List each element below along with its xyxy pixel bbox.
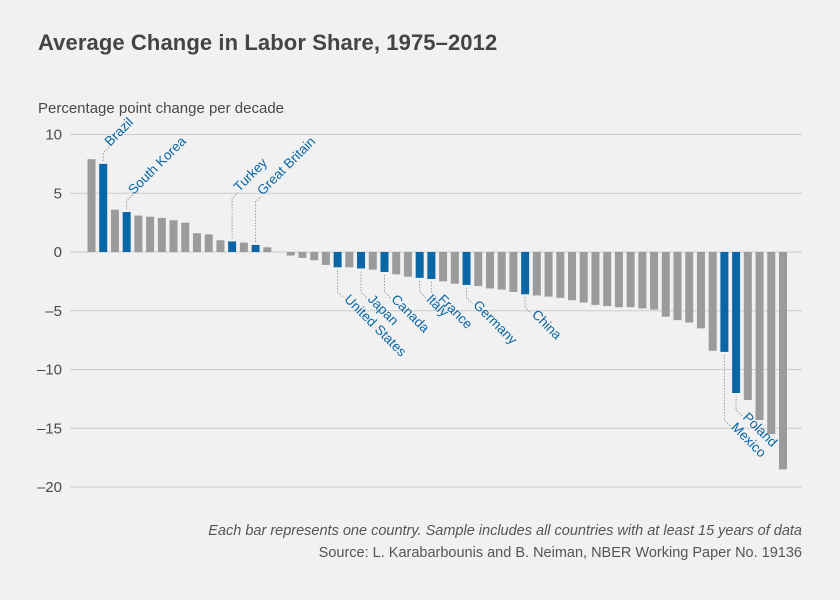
bar <box>368 252 377 270</box>
bar <box>239 242 248 252</box>
bar-highlight <box>415 252 424 278</box>
bar <box>509 252 518 292</box>
country-label: South Korea <box>125 133 189 197</box>
bar-highlight <box>357 252 366 269</box>
leader-lines <box>102 146 743 427</box>
bar <box>181 222 190 253</box>
bar <box>392 252 401 275</box>
bar-highlight <box>462 252 471 285</box>
bar <box>345 252 354 268</box>
footer-source: Source: L. Karabarbounis and B. Neiman, … <box>318 545 802 561</box>
country-label: Brazil <box>102 115 136 149</box>
leader-line <box>430 282 438 299</box>
bar <box>87 159 96 253</box>
bar <box>146 216 155 252</box>
bar <box>650 252 659 310</box>
bar <box>661 252 670 317</box>
bar-highlight <box>732 252 741 393</box>
bar <box>603 252 612 307</box>
leader-line <box>384 274 391 299</box>
y-tick-label: –10 <box>37 362 62 379</box>
leader-line <box>231 192 239 239</box>
bar <box>696 252 705 329</box>
y-axis-label: Percentage point change per decade <box>38 100 285 117</box>
bar <box>310 252 319 261</box>
y-tick-label: –15 <box>37 420 62 437</box>
leader-line <box>255 195 262 242</box>
y-tick-label: 5 <box>54 185 62 202</box>
bar <box>685 252 694 323</box>
bar-highlight <box>99 163 108 253</box>
leader-line <box>723 354 731 427</box>
bar-highlight <box>380 252 389 272</box>
leader-line <box>524 297 532 314</box>
y-tick-label: –5 <box>45 303 62 320</box>
bar <box>204 234 213 253</box>
bar <box>497 252 506 290</box>
bar <box>638 252 647 309</box>
bar <box>673 252 682 321</box>
bar <box>321 252 330 265</box>
bar <box>544 252 553 297</box>
bar <box>568 252 577 301</box>
country-label: Germany <box>470 297 520 347</box>
bar <box>532 252 541 296</box>
y-tick-label: 0 <box>54 244 62 261</box>
bar <box>157 217 166 252</box>
bar <box>450 252 459 284</box>
bar <box>298 252 307 258</box>
leader-line <box>360 271 368 299</box>
bar-highlight <box>251 244 260 252</box>
y-ticks: 10 5 0 –5 –10 –15 –20 <box>37 127 62 497</box>
bar <box>169 220 178 253</box>
leader-line <box>466 287 473 305</box>
bar <box>778 252 787 470</box>
bar <box>755 252 764 421</box>
bar <box>216 240 225 252</box>
y-tick-label: 10 <box>45 127 62 144</box>
bar <box>626 252 635 308</box>
leader-line <box>735 396 743 417</box>
bar-highlight <box>333 252 342 268</box>
bar <box>439 252 448 282</box>
bars <box>87 159 787 470</box>
footer-note: Each bar represents one country. Sample … <box>208 523 802 539</box>
y-tick-label: –20 <box>37 479 62 496</box>
chart-title: Average Change in Labor Share, 1975–2012 <box>38 30 498 55</box>
leader-line <box>419 280 427 299</box>
bar <box>263 247 272 252</box>
bar <box>110 209 119 252</box>
bar-highlight <box>122 212 131 252</box>
bar <box>743 252 752 401</box>
bar-highlight <box>521 252 530 295</box>
bar-highlight <box>427 252 436 280</box>
country-label: China <box>529 307 565 343</box>
leader-line <box>102 146 110 161</box>
bar-highlight <box>720 252 729 352</box>
bar <box>767 252 776 435</box>
bar <box>485 252 494 289</box>
bar <box>708 252 717 351</box>
bar <box>556 252 565 298</box>
bar <box>614 252 623 308</box>
bar <box>591 252 600 305</box>
leader-line <box>126 194 134 210</box>
bar <box>286 252 295 256</box>
leader-line <box>337 270 344 299</box>
bar <box>403 252 412 277</box>
bar <box>134 215 143 252</box>
bar <box>474 252 483 287</box>
bar-highlight <box>228 241 237 253</box>
bar <box>192 233 201 252</box>
bar <box>579 252 588 303</box>
